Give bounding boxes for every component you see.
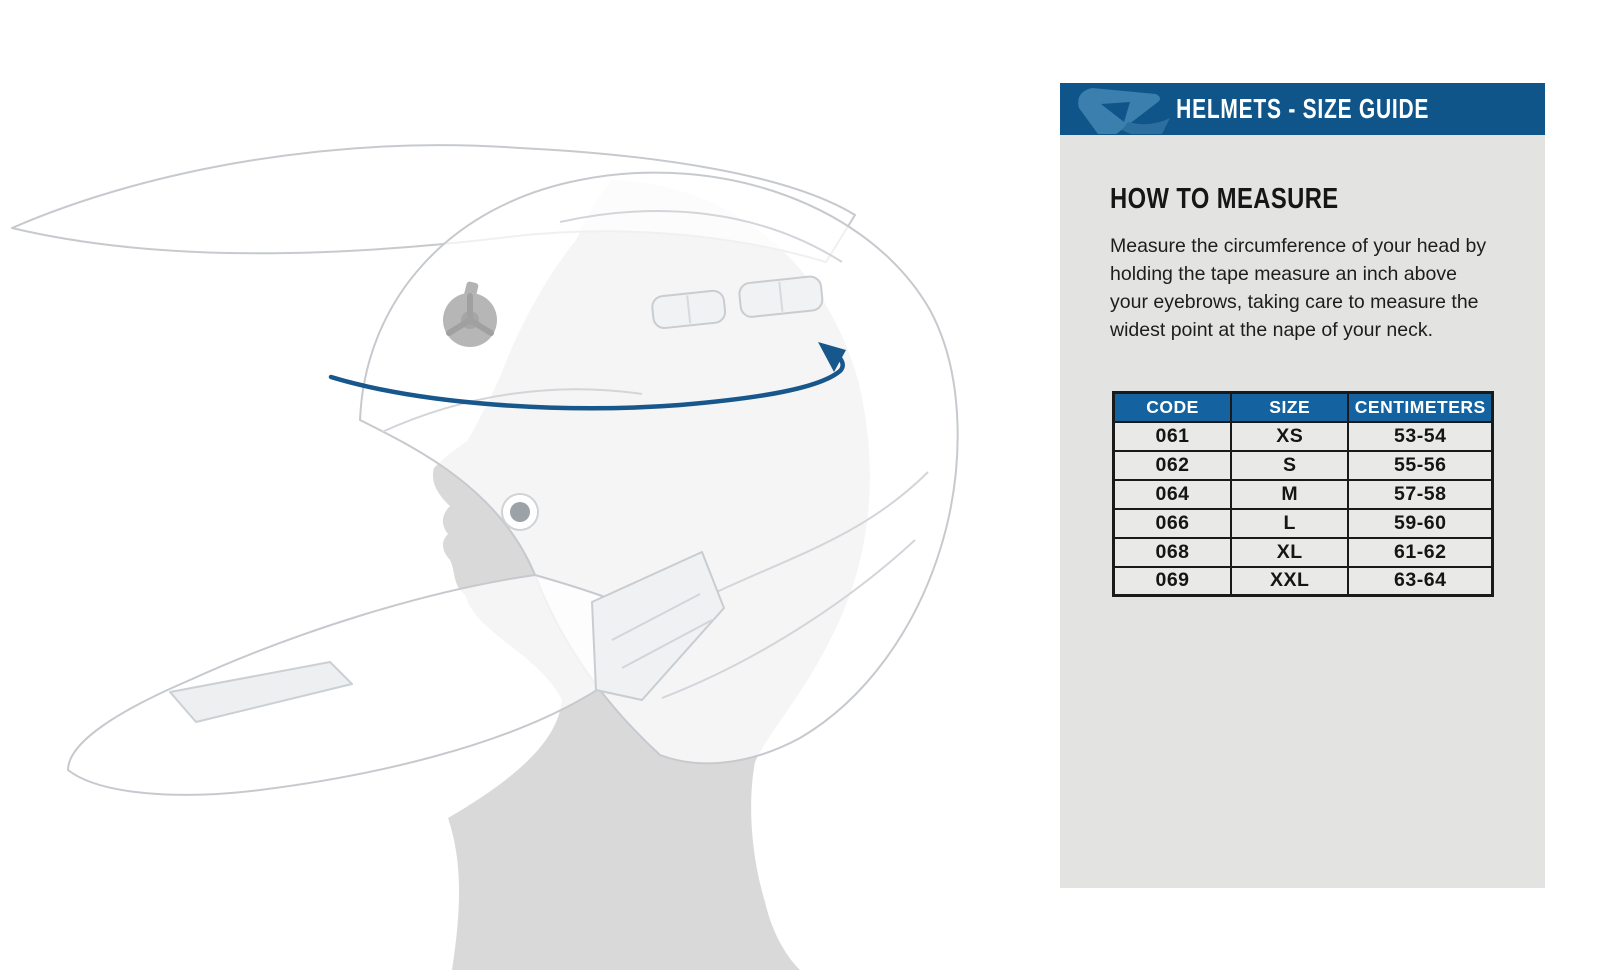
- cell-centimeters: 61-62: [1347, 536, 1494, 568]
- size-table: CODE SIZE CENTIMETERS 061 XS 53-54 062 S…: [1112, 391, 1494, 597]
- table-row: 069 XXL 63-64: [1112, 565, 1494, 597]
- how-to-measure-section: HOW TO MEASURE Measure the circumference…: [1110, 183, 1495, 344]
- side-vent-slat: [621, 619, 713, 669]
- acerbis-logo: [1078, 88, 1170, 134]
- cell-code: 066: [1112, 507, 1232, 539]
- measure-tape-line: [328, 342, 846, 411]
- shell-crease-rear2: [661, 539, 916, 699]
- table-row: 068 XL 61-62: [1112, 536, 1494, 568]
- cell-size: S: [1229, 449, 1350, 481]
- cell-code: 062: [1112, 449, 1232, 481]
- measure-arrow-head: [818, 342, 846, 372]
- cell-centimeters: 57-58: [1347, 478, 1494, 510]
- table-row: 064 M 57-58: [1112, 478, 1494, 510]
- shell-crease-top: [559, 210, 843, 263]
- size-table-header-row: CODE SIZE CENTIMETERS: [1112, 391, 1494, 423]
- column-header-code: CODE: [1112, 391, 1232, 423]
- chin-vent-slot: [169, 661, 353, 723]
- cell-centimeters: 55-56: [1347, 449, 1494, 481]
- side-vent-slat: [611, 593, 701, 641]
- table-row: 062 S 55-56: [1112, 449, 1494, 481]
- side-vent-panel: [591, 551, 725, 701]
- size-guide-panel: HELMETS - SIZE GUIDE HOW TO MEASURE Meas…: [1060, 83, 1545, 888]
- shell-crease-rear1: [699, 471, 929, 601]
- panel-title: HELMETS - SIZE GUIDE: [1175, 93, 1430, 124]
- cell-size: XL: [1229, 536, 1350, 568]
- top-vents: [651, 275, 824, 329]
- cell-size: M: [1229, 478, 1350, 510]
- helmet-illustration: [11, 144, 959, 970]
- panel-header: HELMETS - SIZE GUIDE: [1060, 83, 1545, 135]
- cell-code: 068: [1112, 536, 1232, 568]
- cell-centimeters: 59-60: [1347, 507, 1494, 539]
- cell-size: L: [1229, 507, 1350, 539]
- how-to-measure-title: HOW TO MEASURE: [1110, 183, 1339, 215]
- cell-code: 069: [1112, 565, 1232, 597]
- peak-dial: [443, 281, 497, 347]
- cell-size: XXL: [1229, 565, 1350, 597]
- cell-centimeters: 63-64: [1347, 565, 1494, 597]
- how-to-measure-body: Measure the circumference of your head b…: [1110, 235, 1487, 341]
- visor-pivot-button: [501, 493, 539, 531]
- table-row: 061 XS 53-54: [1112, 420, 1494, 452]
- helmet-illustration-svg: [11, 144, 959, 970]
- cell-code: 064: [1112, 478, 1232, 510]
- column-header-centimeters: CENTIMETERS: [1347, 391, 1494, 423]
- cell-code: 061: [1112, 420, 1232, 452]
- cell-centimeters: 53-54: [1347, 420, 1494, 452]
- table-row: 066 L 59-60: [1112, 507, 1494, 539]
- cell-size: XS: [1229, 420, 1350, 452]
- column-header-size: SIZE: [1229, 391, 1350, 423]
- shell-crease-front: [381, 388, 643, 433]
